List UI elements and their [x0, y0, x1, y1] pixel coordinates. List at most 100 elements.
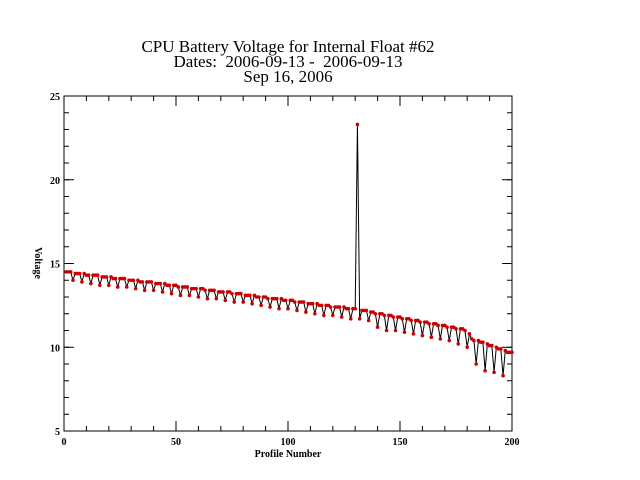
data-point: [275, 296, 279, 301]
data-point: [149, 280, 154, 284]
data-point: [436, 323, 440, 328]
data-point: [348, 316, 353, 321]
data-point: [445, 325, 449, 329]
data-point: [357, 316, 362, 321]
data-point: [481, 340, 485, 345]
data-point: [124, 285, 129, 289]
data-point: [176, 285, 181, 289]
chart-date: Sep 16, 2006: [243, 67, 332, 86]
data-point: [104, 275, 109, 279]
data-point: [454, 327, 458, 331]
data-point: [248, 293, 252, 298]
data-point: [178, 293, 183, 298]
data-point: [223, 298, 228, 303]
data-point: [438, 337, 443, 341]
data-point: [418, 320, 422, 324]
data-point: [447, 338, 452, 343]
data-point: [420, 333, 425, 338]
data-point: [339, 315, 344, 319]
data-point: [319, 303, 324, 308]
data-point: [203, 288, 207, 293]
data-point: [483, 368, 487, 373]
data-point: [310, 301, 315, 306]
data-point: [232, 300, 237, 304]
data-point: [292, 300, 297, 304]
data-point: [402, 330, 407, 334]
x-tick-label: 150: [393, 437, 408, 448]
x-tick-label: 0: [62, 437, 67, 448]
data-point: [167, 283, 172, 288]
data-point: [250, 301, 254, 306]
data-point: [375, 325, 380, 329]
data-point: [230, 291, 234, 296]
data-point: [346, 306, 351, 311]
data-point: [501, 373, 505, 378]
data-point: [98, 283, 102, 288]
data-point: [467, 332, 472, 336]
data-point: [304, 310, 308, 314]
data-point: [142, 288, 147, 293]
data-point: [499, 347, 503, 351]
data-point: [490, 343, 494, 348]
data-point: [382, 313, 387, 318]
data-point: [122, 276, 127, 281]
data-point: [364, 308, 369, 313]
data-point: [131, 278, 136, 283]
data-point: [411, 332, 416, 336]
data-point: [366, 318, 371, 323]
data-point: [313, 311, 317, 316]
data-point: [241, 300, 245, 304]
data-point: [89, 281, 93, 286]
chart-title: CPU Battery Voltage for Internal Float #…: [141, 37, 434, 56]
data-point: [391, 315, 396, 319]
y-tick-label: 20: [50, 176, 60, 187]
data-point: [86, 273, 91, 278]
data-point: [80, 280, 84, 284]
data-point: [355, 122, 360, 127]
data-point: [257, 295, 261, 299]
data-point: [400, 316, 405, 321]
data-point: [113, 276, 118, 281]
data-point: [331, 313, 335, 318]
data-point: [71, 278, 75, 283]
data-point: [384, 328, 389, 333]
data-point: [393, 328, 398, 333]
y-axis-label: Voltage: [32, 247, 43, 279]
data-point: [456, 342, 461, 346]
data-point: [196, 295, 201, 299]
data-point: [259, 303, 263, 308]
data-point: [68, 270, 73, 274]
data-point: [214, 296, 219, 301]
y-tick-label: 15: [50, 260, 60, 271]
data-point: [409, 318, 414, 323]
data-point: [221, 290, 225, 294]
data-point: [205, 296, 210, 301]
data-point: [472, 338, 476, 343]
data-point: [427, 322, 431, 326]
data-point: [322, 313, 326, 318]
data-point: [77, 271, 82, 276]
data-point: [115, 285, 120, 289]
data-point: [474, 362, 478, 366]
data-point: [185, 285, 189, 289]
data-point: [373, 311, 378, 316]
data-point: [337, 305, 342, 309]
data-point: [140, 280, 145, 284]
data-point: [194, 286, 198, 291]
data-point: [465, 345, 470, 350]
data-point: [301, 300, 306, 304]
data-point: [429, 335, 434, 340]
x-tick-label: 200: [505, 437, 520, 448]
data-point: [266, 296, 270, 301]
data-point: [133, 286, 138, 291]
x-tick-label: 100: [281, 437, 296, 448]
data-point: [286, 306, 290, 311]
data-point: [212, 288, 216, 293]
data-point: [328, 305, 333, 309]
y-tick-label: 5: [55, 427, 60, 438]
data-point: [160, 290, 165, 294]
data-point: [158, 281, 163, 286]
x-axis-label: Profile Number: [255, 449, 322, 460]
data-point: [169, 291, 174, 296]
data-point: [510, 350, 514, 355]
